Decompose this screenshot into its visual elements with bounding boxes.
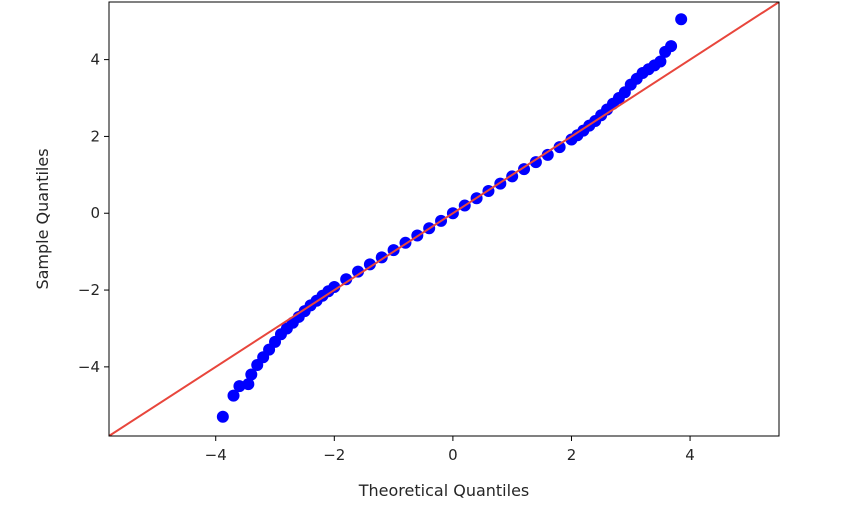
data-point (216, 410, 229, 423)
data-point (340, 273, 353, 286)
data-point (352, 265, 365, 278)
data-point (328, 280, 341, 293)
data-point (242, 378, 255, 391)
data-point (227, 389, 240, 402)
y-axis-ticks: −4 −2 0 2 4 (78, 51, 109, 376)
reference-line (109, 2, 779, 436)
data-point (654, 55, 667, 68)
x-tick-label: 2 (567, 446, 577, 464)
x-axis-label: Theoretical Quantiles (358, 481, 530, 500)
x-tick-label: 0 (448, 446, 458, 464)
data-point (553, 141, 566, 154)
y-tick-label: −4 (78, 358, 100, 376)
data-point (675, 13, 688, 26)
x-tick-label: −4 (205, 446, 227, 464)
sample-points (216, 13, 688, 423)
x-axis-ticks: −4 −2 0 2 4 (205, 436, 695, 464)
y-tick-label: −2 (78, 281, 100, 299)
data-point (541, 148, 554, 161)
y-tick-label: 4 (90, 51, 100, 69)
y-tick-label: 2 (90, 127, 100, 145)
data-point (665, 40, 678, 53)
axes-frame (108, 1, 780, 437)
y-axis-label: Sample Quantiles (33, 148, 52, 289)
y-tick-label: 0 (90, 204, 100, 222)
data-point (529, 156, 542, 169)
x-tick-label: 4 (685, 446, 695, 464)
data-point (363, 258, 376, 271)
x-tick-label: −2 (323, 446, 345, 464)
data-point (245, 368, 258, 381)
